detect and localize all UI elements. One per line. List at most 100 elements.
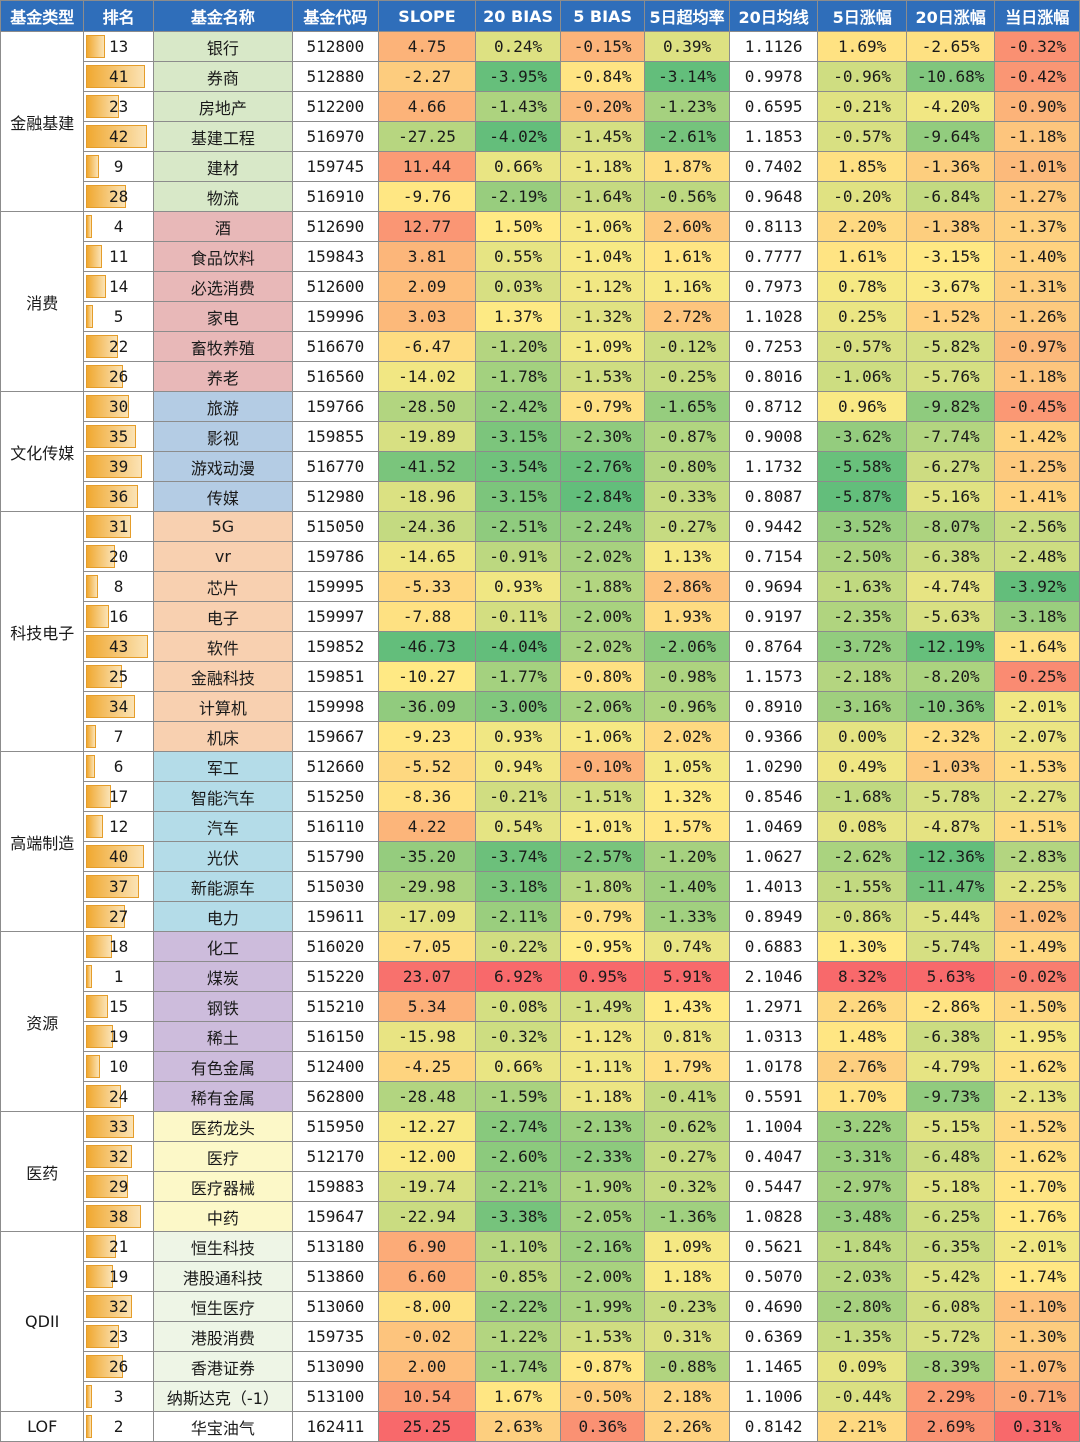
chg20d-cell: -3.15% [905, 241, 996, 272]
rank-value: 3 [113, 1387, 124, 1406]
fund-name-cell: 恒生科技 [152, 1231, 294, 1262]
ma20d-cell: 1.1006 [728, 1381, 819, 1412]
fund-name-cell: 医疗 [152, 1141, 294, 1172]
chg1d-cell: -1.07% [994, 1351, 1080, 1382]
excess5d-cell: -1.23% [644, 91, 730, 122]
rank-cell: 36 [83, 481, 154, 512]
bias20-cell: -0.21% [475, 781, 561, 812]
table-row: 1 煤炭 515220 23.07 6.92% 0.95% 5.91% 2.1046 8.32%… [1, 961, 1080, 992]
header-day-change[interactable]: 当日涨幅 [994, 0, 1080, 32]
table-row: 40 光伏 515790 -35.20 -3.74% -2.57% -1.20% 1.0627… [1, 841, 1080, 872]
slope-cell: -6.47 [377, 331, 477, 362]
header-20d-change[interactable]: 20日涨幅 [905, 0, 996, 32]
header-slope[interactable]: SLOPE [377, 0, 477, 32]
header-rank[interactable]: 排名 [83, 0, 154, 32]
excess5d-cell: -1.65% [644, 391, 730, 422]
table-row: QDII 21 恒生科技 513180 6.90 -1.10% -2.16% 1.09% 0.5… [0, 1231, 1080, 1412]
chg1d-cell: -0.71% [994, 1381, 1080, 1412]
bias20-cell: -3.15% [475, 421, 561, 452]
bias20-cell: -1.77% [475, 661, 561, 692]
table-row: 高端制造 6 军工 512660 -5.52 0.94% -0.10% 1.05% 1.0290… [0, 751, 1080, 932]
chg5d-cell: 0.08% [817, 811, 907, 842]
chg5d-cell: 1.69% [817, 31, 907, 62]
bias20-cell: -2.74% [475, 1111, 561, 1142]
rank-cell: 18 [83, 931, 154, 962]
ma20d-cell: 0.8764 [728, 631, 819, 662]
header-20d-ma[interactable]: 20日均线 [728, 0, 819, 32]
chg5d-cell: -2.80% [817, 1291, 907, 1322]
rank-databar [86, 1055, 101, 1078]
fund-name-cell: 医药龙头 [152, 1111, 294, 1142]
chg1d-cell: -1.70% [994, 1171, 1080, 1202]
header-5d-change[interactable]: 5日涨幅 [817, 0, 907, 32]
bias5-cell: -2.16% [559, 1231, 646, 1262]
chg20d-cell: -8.39% [905, 1351, 996, 1382]
excess5d-cell: -0.41% [644, 1081, 730, 1112]
rank-value: 19 [108, 1267, 129, 1286]
slope-cell: -8.36 [377, 781, 477, 812]
chg1d-cell: -2.83% [994, 841, 1080, 872]
bias20-cell: -3.18% [475, 871, 561, 902]
bias5-cell: -1.80% [559, 871, 646, 902]
chg1d-cell: -0.45% [994, 391, 1080, 422]
fund-code-cell: 516150 [292, 1021, 379, 1052]
excess5d-cell: -0.27% [644, 511, 730, 542]
header-fund-name[interactable]: 基金名称 [152, 0, 294, 32]
chg5d-cell: 1.48% [817, 1021, 907, 1052]
bias5-cell: -2.06% [559, 691, 646, 722]
table-row: 39 游戏动漫 516770 -41.52 -3.54% -2.76% -0.80% 1.17… [1, 451, 1080, 482]
fund-name-cell: 中药 [152, 1201, 294, 1232]
rank-databar [86, 995, 109, 1018]
table-row: 38 中药 159647 -22.94 -3.38% -2.05% -1.36% 1.0828… [1, 1201, 1080, 1232]
rank-cell: 38 [83, 1201, 154, 1232]
chg20d-cell: -3.67% [905, 271, 996, 302]
rank-value: 23 [108, 97, 129, 116]
rank-databar [86, 65, 146, 88]
fund-code-cell: 512980 [292, 481, 379, 512]
excess5d-cell: 1.79% [644, 1051, 730, 1082]
excess5d-cell: -0.87% [644, 421, 730, 452]
rank-value: 24 [108, 1087, 129, 1106]
rank-cell: 10 [83, 1051, 154, 1082]
fund-code-cell: 513860 [292, 1261, 379, 1292]
fund-name-cell: 畜牧养殖 [152, 331, 294, 362]
table-row: 14 必选消费 512600 2.09 0.03% -1.12% 1.16% 0.7973 0.… [1, 271, 1080, 302]
rank-databar [86, 1385, 93, 1408]
table-row: 资源 18 化工 516020 -7.05 -0.22% -0.95% 0.74% 0.6883… [0, 931, 1080, 1112]
bias5-cell: -0.84% [559, 61, 646, 92]
table-row: 43 软件 159852 -46.73 -4.04% -2.02% -2.06% 0.8764… [1, 631, 1080, 662]
slope-cell: 5.34 [377, 991, 477, 1022]
rank-value: 20 [108, 547, 129, 566]
rank-databar [86, 935, 113, 958]
chg5d-cell: 0.00% [817, 721, 907, 752]
bias5-cell: -1.53% [559, 1321, 646, 1352]
table-row: 36 传媒 512980 -18.96 -3.15% -2.84% -0.33% 0.8087… [1, 481, 1080, 512]
rank-cell: 42 [83, 121, 154, 152]
ma20d-cell: 1.2971 [728, 991, 819, 1022]
table-row: 35 影视 159855 -19.89 -3.15% -2.30% -0.87% 0.9008… [1, 421, 1080, 452]
rank-value: 17 [108, 787, 129, 806]
fund-code-cell: 512600 [292, 271, 379, 302]
chg20d-cell: -1.38% [905, 211, 996, 242]
rank-cell: 29 [83, 1171, 154, 1202]
chg5d-cell: -0.57% [817, 121, 907, 152]
fund-name-cell: 游戏动漫 [152, 451, 294, 482]
bias20-cell: 2.63% [475, 1411, 561, 1442]
rank-databar [86, 305, 94, 328]
chg5d-cell: -2.35% [817, 601, 907, 632]
header-fund-type[interactable]: 基金类型 [0, 0, 85, 32]
rank-databar [86, 35, 106, 58]
rank-cell: 4 [83, 211, 154, 242]
rank-value: 35 [108, 427, 129, 446]
header-fund-code[interactable]: 基金代码 [292, 0, 379, 32]
ma20d-cell: 0.9978 [728, 61, 819, 92]
bias5-cell: -2.02% [559, 541, 646, 572]
table-row: 16 电子 159997 -7.88 -0.11% -2.00% 1.93% 0.9197 -2… [1, 601, 1080, 632]
header-5-bias[interactable]: 5 BIAS [559, 0, 646, 32]
excess5d-cell: 2.26% [644, 1411, 730, 1442]
header-20-bias[interactable]: 20 BIAS [475, 0, 561, 32]
bias5-cell: -0.87% [559, 1351, 646, 1382]
header-5d-excess[interactable]: 5日超均率 [644, 0, 730, 32]
rank-value: 32 [108, 1147, 129, 1166]
chg1d-cell: -2.07% [994, 721, 1080, 752]
